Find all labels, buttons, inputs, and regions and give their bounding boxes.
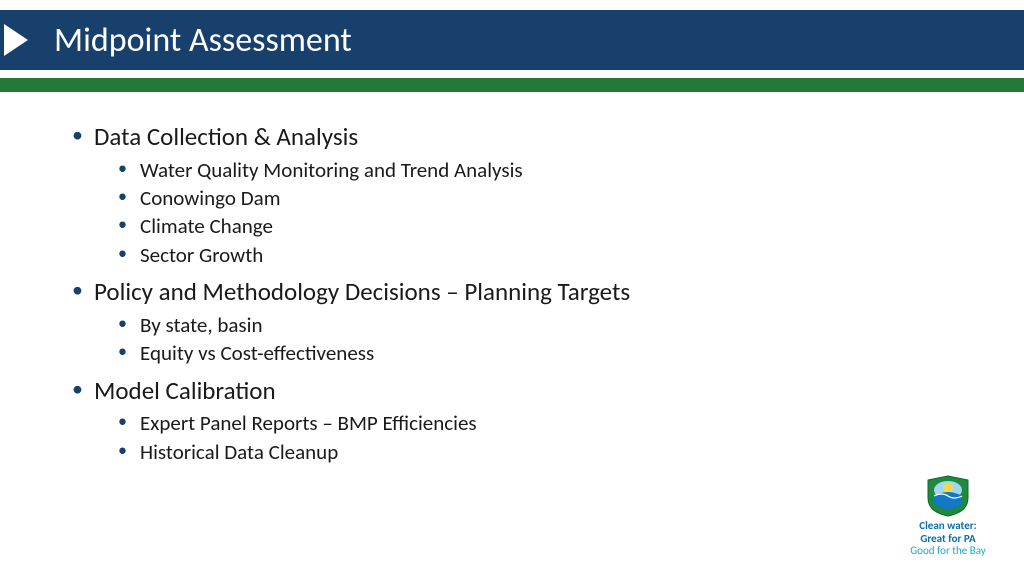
bullet-list: Data Collection & Analysis Water Quality…	[72, 120, 964, 466]
pa-bay-shield-icon	[924, 474, 972, 518]
sub-list: By state, basin Equity vs Cost-effective…	[94, 311, 964, 368]
clean-water-logo: Clean water: Great for PA Good for the B…	[900, 474, 996, 558]
list-item: Policy and Methodology Decisions – Plann…	[72, 275, 964, 367]
title-bar: Midpoint Assessment	[0, 0, 1024, 70]
chevron-right-icon	[4, 24, 28, 56]
list-item-label: Policy and Methodology Decisions – Plann…	[94, 276, 630, 307]
logo-line1: Clean water:	[900, 520, 996, 533]
list-item: Data Collection & Analysis Water Quality…	[72, 120, 964, 269]
list-item: Historical Data Cleanup	[118, 438, 964, 466]
accent-bar	[0, 78, 1024, 92]
list-item: By state, basin	[118, 311, 964, 339]
slide-title: Midpoint Assessment	[54, 20, 352, 61]
list-item-label: Model Calibration	[94, 375, 276, 406]
list-item: Sector Growth	[118, 241, 964, 269]
slide-body: Data Collection & Analysis Water Quality…	[0, 92, 1024, 466]
logo-line3: Good for the Bay	[900, 545, 996, 558]
list-item: Equity vs Cost-effectiveness	[118, 339, 964, 367]
list-item: Conowingo Dam	[118, 184, 964, 212]
sub-list: Water Quality Monitoring and Trend Analy…	[94, 156, 964, 269]
sub-list: Expert Panel Reports – BMP Efficiencies …	[94, 409, 964, 466]
list-item: Model Calibration Expert Panel Reports –…	[72, 374, 964, 466]
list-item-label: Data Collection & Analysis	[94, 121, 358, 152]
list-item: Water Quality Monitoring and Trend Analy…	[118, 156, 964, 184]
list-item: Expert Panel Reports – BMP Efficiencies	[118, 409, 964, 437]
list-item: Climate Change	[118, 212, 964, 240]
